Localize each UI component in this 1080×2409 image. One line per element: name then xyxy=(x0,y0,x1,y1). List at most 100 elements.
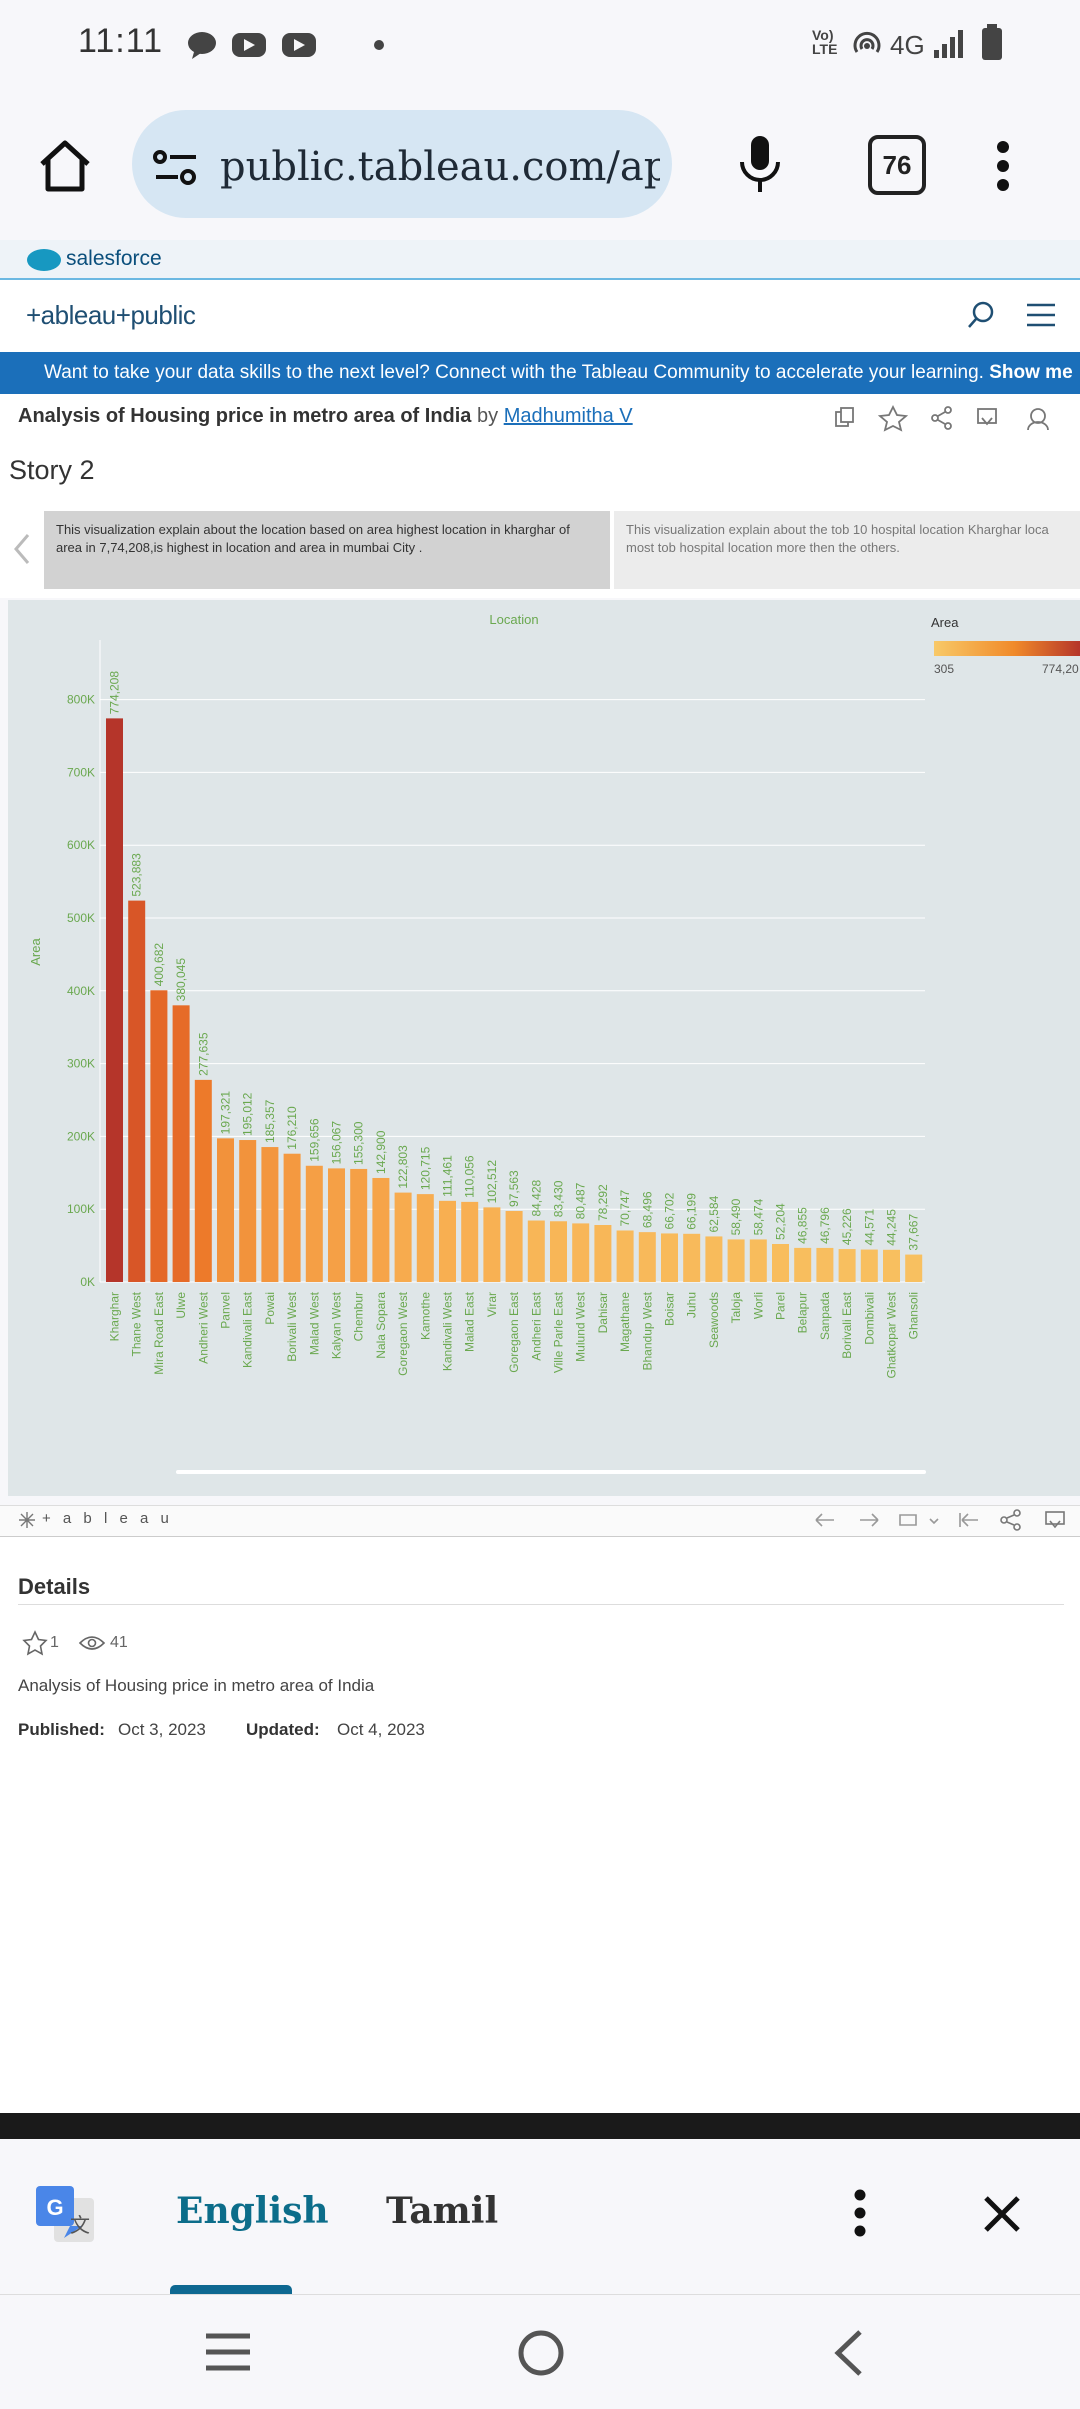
bar[interactable] xyxy=(883,1249,900,1282)
story-prev-icon[interactable] xyxy=(12,532,32,566)
bar[interactable] xyxy=(638,1232,656,1282)
translate-more-icon[interactable] xyxy=(852,2188,868,2238)
x-tick-label: Mira Road East xyxy=(152,1291,166,1374)
active-language-indicator xyxy=(170,2285,292,2294)
x-tick-label: Malad East xyxy=(463,1291,477,1352)
toolbar-share-icon[interactable] xyxy=(1000,1509,1021,1531)
bar[interactable] xyxy=(261,1147,279,1282)
x-tick-label: Ulwe xyxy=(174,1292,188,1319)
x-tick-label: Andheri West xyxy=(196,1291,210,1363)
legend-max-label: 774,20 xyxy=(1042,662,1079,676)
bar[interactable] xyxy=(794,1247,812,1282)
horizontal-scrollbar[interactable] xyxy=(176,1470,926,1474)
details-description: Analysis of Housing price in metro area … xyxy=(18,1676,375,1695)
bar[interactable] xyxy=(106,718,123,1282)
bar[interactable] xyxy=(305,1165,323,1282)
bar[interactable] xyxy=(616,1230,634,1282)
author-profile-icon[interactable] xyxy=(1027,408,1049,431)
revert-icon[interactable] xyxy=(899,1514,939,1526)
bar[interactable] xyxy=(328,1168,345,1282)
x-tick-label: Sanpada xyxy=(818,1292,832,1340)
reset-icon[interactable] xyxy=(959,1513,978,1527)
share-icon[interactable] xyxy=(931,406,952,430)
toolbar-download-icon[interactable] xyxy=(1045,1511,1065,1529)
favorite-count-icon[interactable] xyxy=(22,1630,48,1656)
favorite-icon[interactable] xyxy=(877,404,909,432)
close-icon[interactable] xyxy=(982,2194,1022,2234)
url-bar[interactable] xyxy=(132,110,672,218)
bar[interactable] xyxy=(283,1153,301,1282)
x-tick-label: Kharghar xyxy=(108,1292,122,1341)
bar[interactable] xyxy=(816,1247,834,1282)
bar[interactable] xyxy=(483,1207,501,1282)
bar[interactable] xyxy=(749,1239,767,1282)
copy-icon[interactable] xyxy=(835,407,854,427)
viz-toolbar-controls xyxy=(812,1509,1070,1531)
translate-bar xyxy=(0,2139,1080,2294)
bar[interactable] xyxy=(350,1168,368,1282)
salesforce-label[interactable]: salesforce xyxy=(66,247,162,270)
redo-icon[interactable] xyxy=(860,1513,879,1527)
tabs-icon[interactable]: 76 xyxy=(868,135,926,195)
bar[interactable] xyxy=(683,1233,701,1282)
bar[interactable] xyxy=(505,1210,523,1282)
bar[interactable] xyxy=(439,1200,456,1282)
menu-icon[interactable] xyxy=(1026,302,1056,328)
bar[interactable] xyxy=(394,1192,412,1282)
bar[interactable] xyxy=(150,990,168,1282)
bar[interactable] xyxy=(860,1249,878,1282)
tableau-public-logo[interactable]: +ableau+public xyxy=(26,300,196,330)
undo-icon[interactable] xyxy=(815,1513,834,1527)
bar[interactable] xyxy=(239,1140,257,1282)
translate-icon[interactable]: G 文 xyxy=(34,2184,98,2246)
bar[interactable] xyxy=(661,1233,678,1282)
mic-icon[interactable] xyxy=(736,134,784,194)
y-tick-label: 0K xyxy=(80,1275,95,1289)
x-tick-label: Nala Sopara xyxy=(374,1292,388,1359)
viz-title: Analysis of Housing price in metro area … xyxy=(18,405,633,428)
story-point-1[interactable]: This visualization explain about the loc… xyxy=(44,511,610,589)
bar[interactable] xyxy=(461,1201,479,1282)
y-tick-label: 600K xyxy=(67,838,95,852)
bar-value-label: 84,428 xyxy=(529,1180,543,1217)
bar[interactable] xyxy=(172,1005,190,1282)
bar[interactable] xyxy=(527,1220,545,1282)
url-text[interactable]: public.tableau.com/app/pi xyxy=(220,144,660,190)
site-settings-icon[interactable] xyxy=(152,146,202,190)
bar[interactable] xyxy=(416,1194,434,1282)
more-icon[interactable] xyxy=(994,140,1012,192)
x-tick-label: Ghatkopar West xyxy=(885,1291,899,1378)
bar[interactable] xyxy=(594,1225,612,1282)
bar[interactable] xyxy=(772,1243,789,1282)
bar[interactable] xyxy=(905,1254,923,1282)
recents-icon[interactable] xyxy=(204,2330,252,2374)
bar[interactable] xyxy=(838,1249,856,1282)
viz-title-text: Analysis of Housing price in metro area … xyxy=(18,405,472,427)
bar-value-label: 44,245 xyxy=(885,1209,899,1246)
bar[interactable] xyxy=(572,1223,590,1282)
bar[interactable] xyxy=(128,900,146,1282)
banner-show-me-link[interactable]: Show me → xyxy=(989,362,1080,383)
x-tick-label: Kandivali East xyxy=(241,1291,255,1368)
bar[interactable] xyxy=(727,1239,745,1282)
back-icon[interactable] xyxy=(830,2328,866,2378)
home-icon[interactable] xyxy=(36,138,94,194)
bar[interactable] xyxy=(550,1221,567,1282)
home-nav-icon[interactable] xyxy=(516,2328,566,2378)
bar[interactable] xyxy=(217,1138,234,1282)
bar[interactable] xyxy=(194,1079,212,1282)
download-icon[interactable] xyxy=(977,408,997,426)
x-tick-label: Thane West xyxy=(130,1291,144,1356)
viz-actions xyxy=(832,404,1054,432)
bar-value-label: 380,045 xyxy=(174,958,188,1002)
bar-value-label: 277,635 xyxy=(196,1032,210,1076)
target-language-tab[interactable]: Tamil xyxy=(386,2190,499,2232)
source-language-tab[interactable]: English xyxy=(176,2190,329,2232)
bar-value-label: 46,855 xyxy=(796,1207,810,1244)
bar[interactable] xyxy=(705,1236,723,1282)
story-point-2[interactable]: This visualization explain about the tob… xyxy=(614,511,1080,589)
bar-value-label: 142,900 xyxy=(374,1130,388,1174)
bar[interactable] xyxy=(372,1177,390,1282)
search-icon[interactable] xyxy=(966,300,996,330)
author-link[interactable]: Madhumitha V xyxy=(503,405,633,427)
